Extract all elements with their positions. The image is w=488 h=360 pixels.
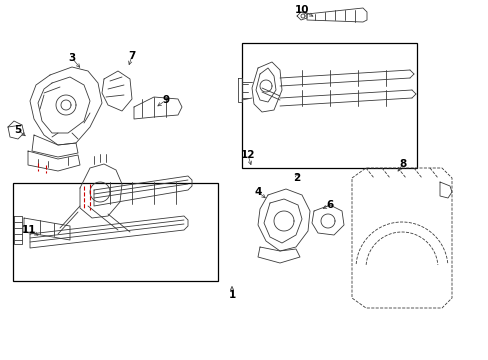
Text: 2: 2: [293, 173, 300, 183]
Text: 5: 5: [14, 125, 21, 135]
Text: 9: 9: [162, 95, 169, 105]
Text: 6: 6: [325, 200, 333, 210]
Text: 4: 4: [254, 187, 261, 197]
Text: 12: 12: [240, 150, 255, 160]
Text: 7: 7: [128, 51, 135, 61]
Text: 1: 1: [228, 290, 235, 300]
Text: 11: 11: [21, 225, 36, 235]
Text: 8: 8: [399, 159, 406, 169]
Bar: [242, 43, 416, 168]
Text: 3: 3: [68, 53, 76, 63]
Bar: [13, 183, 218, 281]
Text: 10: 10: [294, 5, 308, 15]
